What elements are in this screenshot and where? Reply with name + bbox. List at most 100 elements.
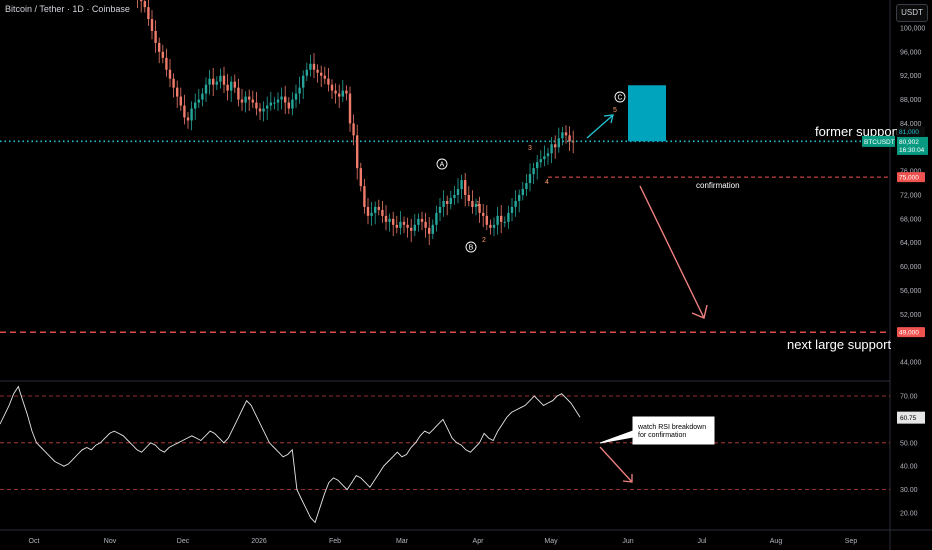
candle-body xyxy=(258,108,262,112)
time-tick-label: Nov xyxy=(104,538,117,545)
candle-body xyxy=(291,99,294,109)
candle-body xyxy=(201,93,204,100)
candle-body xyxy=(179,96,182,106)
drawings: former support confirmation next large sup… xyxy=(436,85,900,352)
price-tick-label: 96,000 xyxy=(900,49,922,56)
level-81000-tag-bg xyxy=(897,126,925,137)
candle-body xyxy=(539,159,542,163)
candle-body xyxy=(320,72,323,76)
candle-body xyxy=(197,99,200,103)
candle-body xyxy=(392,218,395,225)
time-tick-label: Jul xyxy=(698,538,707,545)
candle-body xyxy=(564,132,568,136)
price-tick-label: 60,000 xyxy=(900,264,922,271)
candle-body xyxy=(363,186,366,207)
candle-body xyxy=(150,19,154,31)
candle-body xyxy=(568,135,571,142)
breakdown-arrow-head xyxy=(691,304,708,319)
candle-body xyxy=(442,200,445,207)
candle-body xyxy=(374,206,377,213)
time-tick-label: May xyxy=(544,538,558,545)
candle-body xyxy=(194,102,197,109)
candle-body xyxy=(518,195,521,201)
candle-body xyxy=(381,209,384,216)
candle-body xyxy=(341,90,344,97)
candle-body xyxy=(489,224,492,228)
rsi-down-arrow xyxy=(599,446,633,483)
rsi-note-text: for confirmation xyxy=(638,432,686,439)
candle-body xyxy=(276,99,280,103)
candle-body xyxy=(273,102,276,104)
candle-body xyxy=(359,168,362,187)
time-tick-label: 2026 xyxy=(251,538,267,545)
candle-body xyxy=(474,203,478,207)
candle-body xyxy=(492,224,496,228)
candle-body xyxy=(438,206,442,213)
price-tick-label: 44,000 xyxy=(900,360,922,367)
candle-body xyxy=(557,138,560,148)
candle-body xyxy=(312,63,316,70)
target-arrow xyxy=(586,115,613,139)
level-75000-tag-bg xyxy=(897,172,925,183)
wave-b-label-circle xyxy=(465,241,477,253)
candle-body xyxy=(460,180,463,190)
candle-body xyxy=(507,212,510,222)
candle-body xyxy=(140,0,143,2)
candle-body xyxy=(183,105,186,118)
candle-body xyxy=(266,105,269,109)
confirmation-label: confirmation xyxy=(696,181,740,190)
candle-body xyxy=(424,221,427,228)
candle-body xyxy=(503,221,506,223)
breakdown-arrow xyxy=(639,185,705,319)
axes: 100,00096,00092,00088,00084,00076,00072,… xyxy=(29,26,928,545)
next-large-support-label: next large support xyxy=(787,337,891,352)
candle-body xyxy=(154,30,157,43)
candle-body xyxy=(240,99,244,103)
candle-body xyxy=(165,57,168,70)
time-tick-label: Oct xyxy=(29,538,40,545)
candle-body xyxy=(467,195,470,201)
level-49000-tag-bg xyxy=(897,327,925,338)
candle-body xyxy=(399,221,402,228)
candle-body xyxy=(158,42,161,52)
time-tick-label: Aug xyxy=(770,538,783,545)
candle-body xyxy=(338,93,341,97)
candle-body xyxy=(215,81,218,85)
candle-body xyxy=(510,206,514,213)
candle-body xyxy=(431,224,434,234)
rsi-note-bubble xyxy=(599,416,715,445)
target-arrow-head xyxy=(603,114,614,124)
price-tick-label: 64,000 xyxy=(900,240,922,247)
price-tick-label: 68,000 xyxy=(900,216,922,223)
wave-count-label: 2 xyxy=(482,237,486,244)
wave-a-label-circle xyxy=(436,158,448,170)
price-tag-bg xyxy=(897,136,928,155)
candle-body xyxy=(500,215,503,222)
price-tick-label: 52,000 xyxy=(900,312,922,319)
candle-body xyxy=(323,75,326,79)
candle-body xyxy=(222,75,226,85)
price-tick-label: 72,000 xyxy=(900,193,922,200)
countdown: 16:30:04 xyxy=(899,147,925,154)
candle-body xyxy=(284,96,287,103)
candle-body xyxy=(496,215,499,225)
candle-body xyxy=(208,78,211,85)
candle-body xyxy=(212,78,215,85)
currency-button[interactable]: USDT xyxy=(896,4,928,22)
levels xyxy=(0,140,890,333)
candle-body xyxy=(161,51,164,58)
candle-body xyxy=(255,102,258,109)
candle-body xyxy=(435,212,438,225)
candle-body xyxy=(464,180,467,195)
candle-body xyxy=(280,96,283,100)
candle-body xyxy=(302,75,305,88)
candle-body xyxy=(446,200,449,204)
candle-body xyxy=(525,183,528,190)
candle-body xyxy=(521,189,524,195)
rsi-tick-label: 70.00 xyxy=(900,394,918,401)
candle-body xyxy=(348,93,352,124)
price-tick-label: 88,000 xyxy=(900,97,922,104)
wave-count-label: 3 xyxy=(528,145,532,152)
rsi-value: 60.75 xyxy=(900,415,917,422)
